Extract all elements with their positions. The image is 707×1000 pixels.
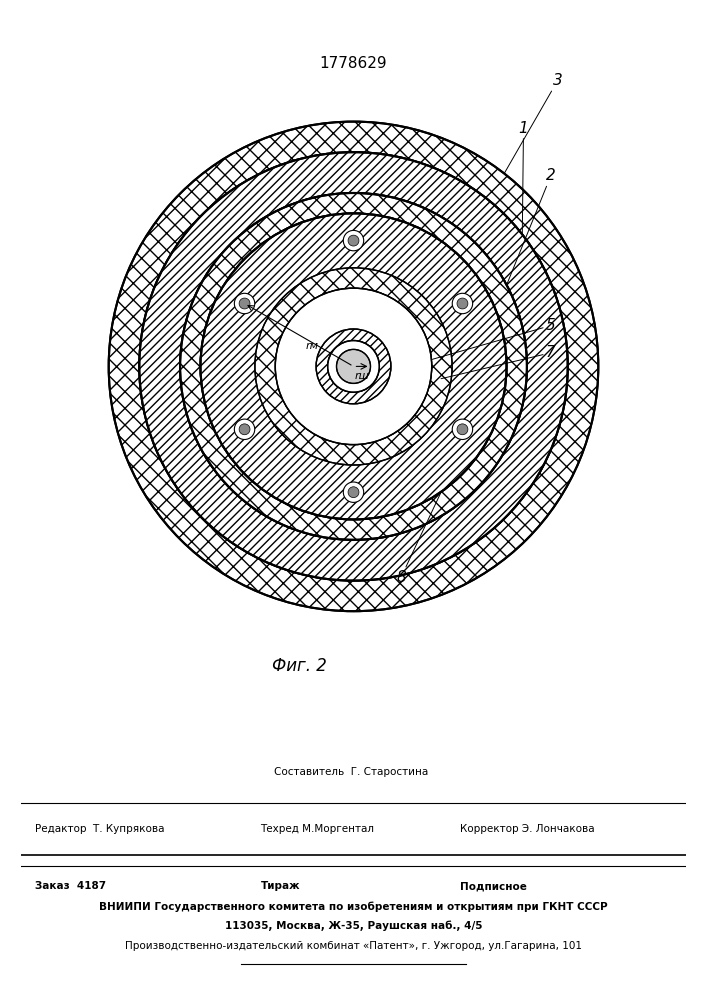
Circle shape [234,293,255,314]
Text: ВНИИПИ Государственного комитета по изобретениям и открытиям при ГКНТ СССР: ВНИИПИ Государственного комитета по изоб… [99,902,608,912]
Wedge shape [255,268,452,465]
Circle shape [344,230,363,251]
Text: Техред М.Моргентал: Техред М.Моргентал [260,824,375,834]
Text: rм: rм [306,341,319,351]
Wedge shape [139,152,568,581]
Circle shape [234,419,255,440]
Text: Подписное: Подписное [460,881,527,891]
Text: rш: rш [355,371,370,381]
Circle shape [337,349,370,383]
Wedge shape [316,329,391,404]
Text: Составитель  Г. Старостина: Составитель Г. Старостина [274,767,428,777]
Circle shape [348,235,359,246]
Circle shape [344,482,363,502]
Text: Фиг. 2: Фиг. 2 [271,657,327,675]
Text: 2: 2 [507,168,556,285]
Text: 3: 3 [504,73,562,173]
Circle shape [452,419,473,440]
Circle shape [239,424,250,435]
Circle shape [348,487,359,498]
Text: Редактор  Т. Купрякова: Редактор Т. Купрякова [35,824,164,834]
Text: 113035, Москва, Ж-35, Раушская наб., 4/5: 113035, Москва, Ж-35, Раушская наб., 4/5 [225,920,482,931]
Circle shape [239,298,250,309]
Circle shape [457,298,468,309]
Circle shape [275,288,432,445]
Text: 1: 1 [519,121,528,235]
Wedge shape [109,122,598,611]
Circle shape [201,213,506,519]
Text: 1778629: 1778629 [320,56,387,71]
Text: Тираж: Тираж [260,881,300,891]
Circle shape [327,341,380,392]
Circle shape [452,293,473,314]
Circle shape [457,424,468,435]
Text: 7: 7 [441,345,556,379]
Wedge shape [180,193,527,540]
Text: 5: 5 [431,318,556,360]
Text: Производственно-издательский комбинат «Патент», г. Ужгород, ул.Гагарина, 101: Производственно-издательский комбинат «П… [125,941,582,951]
Text: Корректор Э. Лончакова: Корректор Э. Лончакова [460,824,595,834]
Text: 8: 8 [396,492,441,585]
Text: Заказ  4187: Заказ 4187 [35,881,105,891]
